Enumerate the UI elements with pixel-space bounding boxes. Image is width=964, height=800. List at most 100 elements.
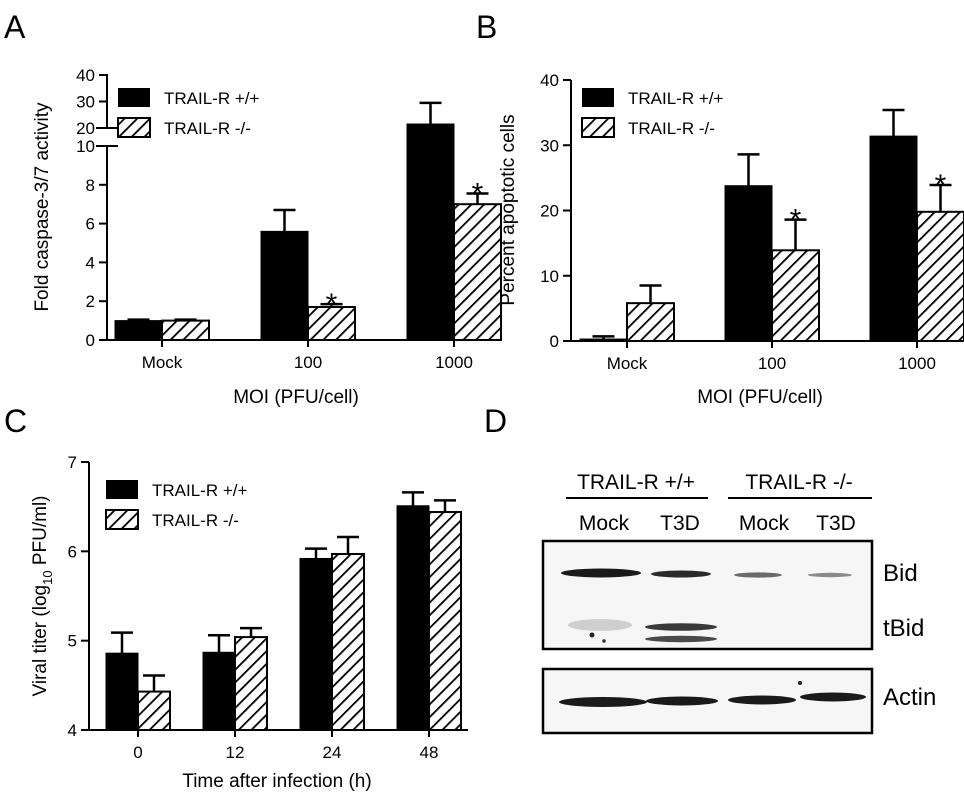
y-axis-label-text: PFU/ml) [30,496,51,571]
legend-label: TRAIL-R -/- [628,119,715,138]
panel-label-c: C [4,403,27,439]
y-tick-label: 7 [68,453,77,472]
y-tick-label: 10 [76,137,95,156]
x-tick-label: Mock [607,354,648,373]
bar-trailr-ko [307,306,356,341]
bar-trailr-wt [724,185,773,342]
blot-membrane [541,539,874,651]
legend-swatch-hatched [581,117,615,138]
legend-swatch-solid [582,88,614,107]
legend-label: TRAIL-R +/+ [152,481,247,500]
y-tick-label: 30 [540,136,559,155]
legend-swatch-solid [118,88,150,107]
bar-trailr-ko [771,249,820,343]
band-label: tBid [883,615,924,642]
x-tick-label: 1000 [898,354,936,373]
bar-trailr-ko [331,553,365,731]
actin-band [800,692,866,702]
bar-trailr-ko [916,210,964,342]
actin-band [646,696,718,706]
bar-trailr-ko [453,203,502,341]
y-tick-label: 5 [68,632,77,651]
y-tick-label: 30 [76,93,95,112]
background-smear [568,619,632,631]
y-tick-label: 0 [550,332,559,351]
panel-label-a: A [4,9,26,45]
y-tick-label: 40 [76,66,95,85]
x-tick-label: Mock [142,353,183,372]
blot-group-label: TRAIL-R +/+ [577,471,695,494]
x-axis-label: MOI (PFU/cell) [233,387,359,408]
bar-trailr-wt [105,652,139,731]
y-axis-label: Percent apoptotic cells [498,114,519,305]
y-tick-label: 20 [540,202,559,221]
bar-trailr-wt [260,230,309,341]
panel-label-d: D [484,403,507,439]
significance-star: * [790,204,802,237]
x-axis-label: Time after infection (h) [182,771,371,792]
bid-band [561,568,641,578]
bar-trailr-wt [202,651,236,731]
y-tick-label: 6 [86,215,95,234]
legend-label: TRAIL-R -/- [164,119,251,138]
chart-panel-b: 0 10 20 30 40 * * Mock 100 1000 Percent apoptot… [498,71,964,408]
bid-band [651,570,711,578]
y-axis-label-subscript: 10 [40,570,55,584]
bid-band [808,572,852,578]
legend-swatch-hatched [105,509,139,530]
bar-trailr-ko [161,319,210,342]
x-tick-label: 1000 [435,353,473,372]
x-tick-label: 24 [323,743,342,762]
bar-trailr-ko [626,302,675,342]
band-label: Bid [883,560,918,587]
bar-trailr-ko [428,511,462,731]
y-axis-label: Fold caspase-3/7 activity [32,102,53,312]
lane-label: Mock [579,512,630,535]
blot-speck [798,681,802,685]
bar-trailr-wt [114,320,163,341]
western-blot-panel: TRAIL-R +/+ TRAIL-R -/- Mock T3D Mock T3… [541,471,936,735]
significance-star: * [472,178,484,211]
blot-speck [602,639,606,643]
significance-star: * [326,288,338,321]
y-tick-label: 6 [68,542,77,561]
bar-trailr-wt [869,135,918,342]
bar-trailr-ko [234,636,268,731]
y-tick-label: 4 [86,253,95,272]
x-tick-label: 100 [294,353,322,372]
band-label: Actin [883,684,936,711]
lane-label: T3D [816,512,856,535]
x-tick-label: 48 [420,743,439,762]
bar-trailr-wt [406,123,455,341]
tbid-band [645,635,717,643]
y-tick-label: 8 [86,176,95,195]
tbid-band [645,623,717,631]
panel-label-b: B [476,9,497,45]
legend-swatch-hatched [117,117,151,138]
y-tick-label: 2 [86,292,95,311]
bar-trailr-ko [137,690,171,732]
actin-band [728,695,796,705]
y-tick-label: 10 [540,267,559,286]
significance-star: * [935,169,947,202]
bar-trailr-wt [299,557,333,731]
y-axis-label: Viral titer (log10 PFU/ml) [30,496,55,697]
x-axis-label: MOI (PFU/cell) [697,387,823,408]
bid-band [734,572,782,578]
y-tick-label: 40 [540,71,559,90]
legend-label: TRAIL-R +/+ [164,89,259,108]
bar-trailr-wt [579,338,628,342]
x-tick-label: 12 [226,743,245,762]
blot-speck [589,632,595,638]
actin-band [559,697,647,707]
lane-label: Mock [739,512,790,535]
bar-trailr-wt [396,505,430,731]
legend-swatch-solid [106,480,138,499]
x-tick-label: 100 [758,354,786,373]
lane-label: T3D [660,512,700,535]
legend-label: TRAIL-R -/- [152,511,239,530]
y-tick-label: 4 [68,721,77,740]
